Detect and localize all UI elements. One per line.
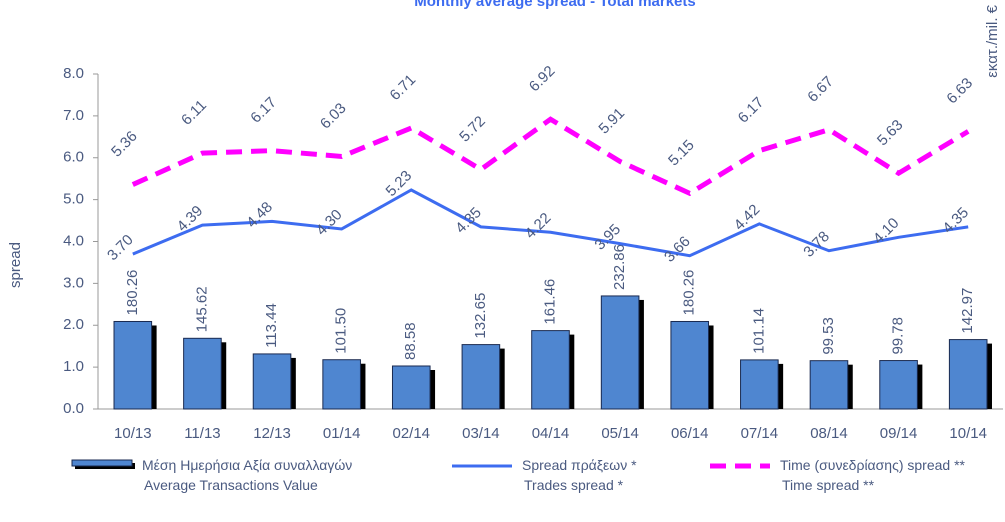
x-tick-label: 04/14 bbox=[532, 425, 570, 442]
bar-value-label: 132.65 bbox=[472, 293, 489, 339]
bar-value-label: 113.44 bbox=[263, 303, 280, 348]
legend-label: Time (συνεδρίασης) spread ** Time spread … bbox=[780, 457, 966, 493]
legend-label: Spread πράξεων * Trades spread * bbox=[522, 457, 637, 493]
legend-label-line: Trades spread * bbox=[524, 477, 624, 493]
x-tick-label: 02/14 bbox=[392, 425, 430, 442]
legend-label-line: Time (συνεδρίασης) spread ** bbox=[780, 457, 966, 473]
line-value-label: 6.92 bbox=[526, 63, 559, 96]
bar-value-label: 99.53 bbox=[820, 317, 837, 355]
bar-value-label: 88.58 bbox=[402, 322, 419, 360]
bar bbox=[322, 359, 361, 410]
bar-value-label: 142.97 bbox=[959, 288, 976, 334]
time-spread-line bbox=[131, 116, 970, 197]
bar-value-label: 161.46 bbox=[541, 279, 558, 325]
line-value-label: 6.17 bbox=[735, 94, 768, 127]
bar bbox=[113, 320, 153, 410]
x-tick-label: 08/14 bbox=[810, 425, 848, 442]
line-value-label: 3.70 bbox=[104, 231, 137, 264]
y-tick-label: 7.0 bbox=[63, 107, 84, 124]
trades-spread-line bbox=[132, 188, 969, 258]
bar bbox=[600, 295, 640, 410]
line-value-label: 6.17 bbox=[247, 94, 280, 127]
x-tick-label: 10/13 bbox=[114, 425, 152, 442]
line-value-label: 6.11 bbox=[178, 97, 210, 129]
line-value-label: 6.63 bbox=[943, 75, 976, 108]
bar-value-label: 99.78 bbox=[890, 317, 907, 355]
legend-label-line: Average Transactions Value bbox=[144, 477, 318, 493]
line-value-label: 4.48 bbox=[243, 199, 276, 232]
legend-label-line: Time spread ** bbox=[782, 477, 875, 493]
bar-value-label: 101.14 bbox=[750, 308, 767, 354]
line-value-label: 6.67 bbox=[804, 73, 837, 106]
bar-value-label: 180.26 bbox=[124, 270, 141, 316]
x-tick-label: 01/14 bbox=[323, 425, 361, 442]
line-value-label: 4.39 bbox=[174, 202, 207, 235]
line-value-label: 4.22 bbox=[522, 210, 555, 243]
y-tick-label: 0.0 bbox=[63, 400, 84, 417]
bar bbox=[670, 320, 710, 410]
y-tick-label: 3.0 bbox=[63, 274, 84, 291]
x-tick-label: 07/14 bbox=[741, 425, 779, 442]
bar-value-label: 101.50 bbox=[333, 308, 350, 354]
line-value-label: 5.91 bbox=[595, 105, 628, 138]
y-axis-label: spread bbox=[7, 242, 24, 288]
x-tick-label: 03/14 bbox=[462, 425, 500, 442]
bar bbox=[809, 360, 849, 410]
line-value-label: 5.63 bbox=[874, 117, 907, 150]
x-tick-label: 10/14 bbox=[949, 425, 987, 442]
x-tick-label: 11/13 bbox=[184, 425, 220, 442]
line-value-label: 5.72 bbox=[456, 113, 489, 146]
bar bbox=[252, 353, 292, 410]
y-tick-label: 2.0 bbox=[63, 316, 84, 333]
line-value-label: 3.66 bbox=[661, 233, 694, 266]
bar bbox=[461, 344, 501, 410]
y-tick-label: 8.0 bbox=[63, 65, 84, 82]
x-tick-label: 06/14 bbox=[671, 425, 709, 442]
bar-value-label: 232.86 bbox=[611, 244, 628, 290]
chart-title: Monthly average spread - Total markets bbox=[414, 0, 695, 10]
y-tick-label: 4.0 bbox=[63, 232, 84, 249]
line-value-label: 5.23 bbox=[383, 167, 416, 200]
x-tick-label: 12/13 bbox=[253, 425, 291, 442]
bar bbox=[740, 359, 779, 410]
y-tick-label: 5.0 bbox=[63, 191, 84, 208]
bar bbox=[531, 330, 570, 410]
line-value-label: 4.42 bbox=[731, 201, 764, 234]
x-tick-label: 05/14 bbox=[601, 425, 639, 442]
y-tick-label: 1.0 bbox=[63, 358, 84, 375]
line-value-label: 4.30 bbox=[313, 206, 346, 239]
line-value-label: 5.36 bbox=[108, 128, 141, 161]
legend-label-line: Spread πράξεων * bbox=[522, 457, 637, 473]
line-value-label: 6.71 bbox=[387, 71, 420, 104]
bar bbox=[948, 339, 988, 410]
bar bbox=[879, 360, 918, 410]
bar bbox=[183, 337, 222, 410]
legend-label-line: Μέση Ημερήσια Αξία συναλλαγών bbox=[142, 457, 352, 473]
y-tick-label: 6.0 bbox=[63, 149, 84, 166]
bar bbox=[391, 365, 431, 410]
line-value-label: 5.15 bbox=[665, 137, 698, 170]
x-tick-label: 09/14 bbox=[880, 425, 918, 442]
y2-axis-label: εκατ./mil. € bbox=[984, 4, 1001, 77]
bar-value-label: 180.26 bbox=[681, 270, 698, 316]
line-value-label: 4.35 bbox=[452, 204, 485, 237]
line-value-label: 6.03 bbox=[317, 100, 350, 133]
legend-swatch bbox=[71, 459, 133, 467]
bar-value-label: 145.62 bbox=[193, 286, 210, 332]
line-value-label: 3.78 bbox=[800, 228, 833, 261]
legend-label: Μέση Ημερήσια Αξία συναλλαγών Average Tra… bbox=[142, 457, 352, 493]
